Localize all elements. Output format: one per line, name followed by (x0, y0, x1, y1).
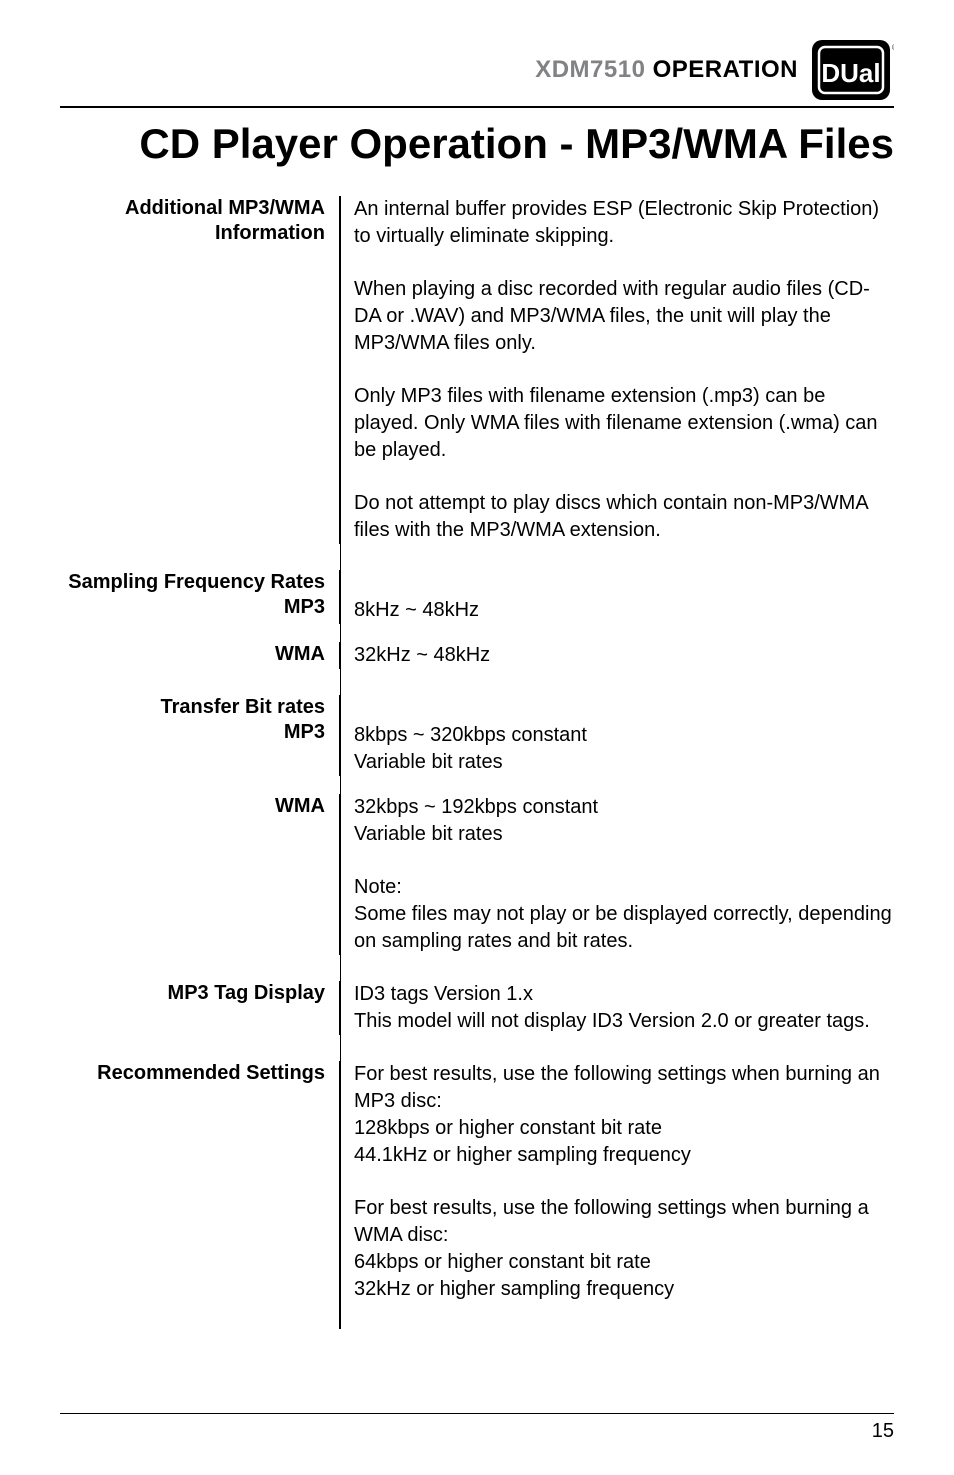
section-value: For best results, use the following sett… (340, 1061, 894, 1329)
page-title: CD Player Operation - MP3/WMA Files (60, 120, 894, 168)
header-operation: OPERATION (653, 56, 798, 83)
section-row: Sampling Frequency Rates MP3 8kHz ~ 48kH… (60, 570, 894, 624)
svg-text:®: ® (892, 43, 894, 52)
header-model: XDM7510 (535, 56, 645, 83)
section-label: Sampling Frequency Rates MP3 (60, 570, 340, 624)
section-label: Transfer Bit rates MP3 (60, 695, 340, 776)
para: Do not attempt to play discs which conta… (354, 490, 894, 544)
svg-text:DUal: DUal (821, 58, 880, 88)
page-number: 15 (60, 1420, 894, 1443)
header-text: XDM7510 OPERATION (535, 56, 798, 84)
section-value: 32kbps ~ 192kbps constant Variable bit r… (340, 794, 894, 955)
para: When playing a disc recorded with regula… (354, 276, 894, 357)
section-row: Recommended Settings For best results, u… (60, 1061, 894, 1329)
para: 8kHz ~ 48kHz (354, 599, 479, 621)
section-value: An internal buffer provides ESP (Electro… (340, 196, 894, 544)
para: For best results, use the following sett… (354, 1061, 894, 1169)
section-row: WMA 32kHz ~ 48kHz (60, 642, 894, 669)
section-value: ID3 tags Version 1.x This model will not… (340, 981, 894, 1035)
section-value: 8kHz ~ 48kHz (340, 570, 894, 624)
section-row: Transfer Bit rates MP3 8kbps ~ 320kbps c… (60, 695, 894, 776)
section-label: WMA (60, 794, 340, 955)
para: 8kbps ~ 320kbps constant Variable bit ra… (354, 724, 587, 773)
para: ID3 tags Version 1.x This model will not… (354, 983, 870, 1032)
dual-logo-icon: DUal ® (812, 40, 894, 100)
para: Only MP3 files with filename extension (… (354, 383, 894, 464)
para: Note: Some files may not play or be disp… (354, 874, 894, 955)
header-row: XDM7510 OPERATION DUal ® (60, 40, 894, 100)
para: For best results, use the following sett… (354, 1195, 894, 1303)
section-value: 32kHz ~ 48kHz (340, 642, 894, 669)
footer-rule (60, 1413, 894, 1414)
section-value: 8kbps ~ 320kbps constant Variable bit ra… (340, 695, 894, 776)
section-label: MP3 Tag Display (60, 981, 340, 1035)
para: An internal buffer provides ESP (Electro… (354, 196, 894, 250)
para: 32kbps ~ 192kbps constant Variable bit r… (354, 794, 894, 848)
section-row: Additional MP3/WMA Information An intern… (60, 196, 894, 544)
para: 32kHz ~ 48kHz (354, 644, 490, 666)
footer: 15 (60, 1413, 894, 1443)
header-rule (60, 106, 894, 108)
page: XDM7510 OPERATION DUal ® CD Player Opera… (0, 0, 954, 1475)
section-row: WMA 32kbps ~ 192kbps constant Variable b… (60, 794, 894, 955)
section-label: Recommended Settings (60, 1061, 340, 1329)
section-label: WMA (60, 642, 340, 669)
vertical-divider (340, 196, 341, 1329)
section-row: MP3 Tag Display ID3 tags Version 1.x Thi… (60, 981, 894, 1035)
content-columns: Additional MP3/WMA Information An intern… (60, 196, 894, 1329)
section-label: Additional MP3/WMA Information (60, 196, 340, 544)
